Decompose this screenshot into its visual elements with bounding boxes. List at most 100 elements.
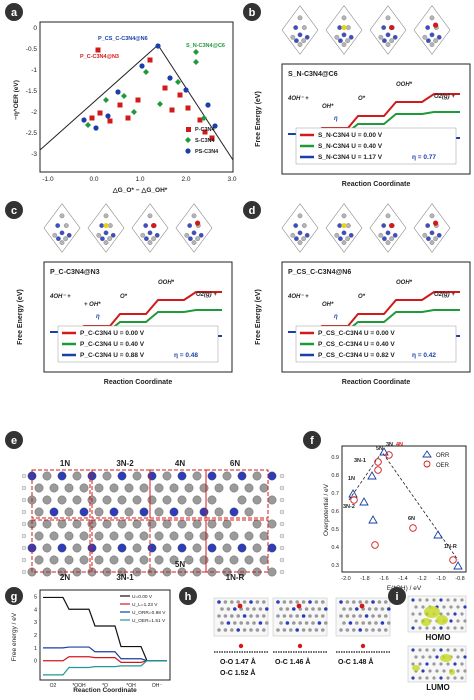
- panel-e-site-6n: 6N: [230, 459, 240, 468]
- panel-h-n-atom: [258, 621, 263, 625]
- panel-a-point-s: [175, 79, 181, 85]
- panel-h-c-atom: [321, 628, 325, 632]
- panel-h-n-atom: [355, 607, 359, 611]
- panel-h-oxygen-atom: [237, 603, 243, 609]
- panel-e-badge: [5, 431, 23, 449]
- panel-a-point-ps: [93, 125, 99, 131]
- panel-h-n-atom: [308, 600, 312, 604]
- panel-e-h-atom: [279, 497, 285, 503]
- panel-e-n-atom: [267, 471, 277, 481]
- panel-c-structure-atom: [63, 236, 68, 242]
- panel-h-c-atom: [223, 614, 228, 618]
- panel-h-c-atom: [358, 600, 363, 604]
- panel-c-structure-atom: [103, 240, 109, 245]
- panel-i-atom: [453, 676, 457, 680]
- panel-e-c-atom: [207, 519, 217, 529]
- panel-a-point-s: [157, 101, 163, 107]
- panel-f-ylabel: Overpotential / eV: [323, 483, 330, 536]
- panel-a-point-ps: [115, 89, 121, 95]
- panel-a-point-ps: [167, 75, 173, 81]
- panel-e-c-atom: [192, 519, 202, 529]
- panel-a-point-s: [103, 97, 109, 103]
- panel-a-point-p: [209, 135, 215, 141]
- panel-h-c-atom: [304, 607, 309, 611]
- panel-e-c-atom: [34, 483, 44, 493]
- panel-g-series-line: [43, 596, 167, 662]
- panel-h-n-atom: [317, 621, 322, 625]
- panel-d-structure-atom: [338, 236, 343, 242]
- panel-e-n-atom: [207, 543, 217, 553]
- panel-e-c-atom: [102, 495, 112, 505]
- panel-e-c-atom: [259, 555, 269, 565]
- panel-i-atom: [411, 612, 415, 616]
- panel-e-h-atom: [21, 545, 27, 551]
- panel-e-c-atom: [252, 519, 262, 529]
- panel-h-c-atom: [217, 628, 221, 632]
- panel-d-structure-atom: [381, 223, 387, 228]
- panel-h-n-atom: [295, 628, 300, 632]
- panel-e-c-atom: [244, 531, 254, 541]
- panel-e-c-atom: [192, 471, 202, 481]
- panel-h-c-atom: [342, 607, 346, 611]
- panel-h-c-atom: [321, 600, 325, 604]
- panel-b-structure-atom: [422, 34, 428, 40]
- panel-e-c-atom: [94, 483, 104, 493]
- panel-e-c-atom: [49, 531, 59, 541]
- panel-i-atom: [421, 669, 425, 673]
- panel-h-c-atom: [262, 614, 266, 618]
- panel-e-h-atom: [279, 569, 285, 575]
- panel-e-c-atom: [57, 519, 67, 529]
- panel-i-atom: [428, 669, 432, 673]
- panel-i-atom: [418, 676, 422, 680]
- panel-c-label: c: [11, 205, 17, 217]
- panel-f-ytick: 0.4: [331, 545, 339, 551]
- panel-e-c-atom: [199, 555, 209, 565]
- panel-d-structure-cell: [281, 203, 319, 253]
- panel-b-structure-atom: [429, 42, 435, 47]
- panel-h-c-atom: [301, 600, 306, 604]
- panel-i-atom: [414, 619, 418, 623]
- panel-f-oer-point: [385, 451, 393, 459]
- panel-a-label: a: [11, 7, 18, 19]
- panel-d-structure-atom: [297, 240, 303, 245]
- panel-e-h-atom: [279, 509, 285, 515]
- panel-i-atom: [463, 669, 467, 673]
- panel-c-axes: [43, 261, 233, 373]
- panel-e-c-atom: [139, 483, 149, 493]
- panel-i-orbital-lobe: [424, 606, 440, 618]
- panel-h-n-atom: [371, 600, 375, 604]
- panel-h-n-atom: [276, 600, 280, 604]
- panel-b-structure-atom: [385, 42, 391, 47]
- panel-f-ytick: 0.3: [331, 563, 339, 569]
- panel-i-atom: [432, 626, 436, 630]
- panel-a-xlabel: △G_O* − △G_OH*: [112, 187, 168, 194]
- panel-d-structure-atom: [392, 232, 398, 238]
- panel-e-c-atom: [72, 543, 82, 553]
- panel-e-c-atom: [222, 471, 232, 481]
- panel-h-c-atom: [233, 621, 237, 625]
- panel-e-c-atom: [42, 519, 52, 529]
- panel-i-atom: [460, 648, 464, 652]
- panel-f-ytick: 0.6: [331, 509, 339, 515]
- panel-c-species-label: O2(g) +: [196, 292, 217, 298]
- panel-b-structure-atom: [338, 38, 343, 44]
- panel-h-c-atom: [377, 628, 382, 632]
- panel-e-n-atom: [139, 507, 149, 517]
- panel-f-badge: [303, 431, 321, 449]
- panel-d-structure-atom: [429, 230, 435, 236]
- panel-h-c-atom: [252, 607, 256, 611]
- panel-e-c-atom: [184, 531, 194, 541]
- panel-d-structure-adsorbate: [341, 222, 347, 229]
- panel-h-c-atom: [255, 628, 260, 632]
- panel-c-structure-atom: [147, 230, 153, 236]
- panel-f-xtick: -1.8: [360, 576, 369, 582]
- panel-f-point-label: 4N: [396, 442, 403, 448]
- panel-i-homo: HOMO: [426, 633, 451, 642]
- panel-h-c-atom: [276, 628, 280, 632]
- panel-a-point-p: [185, 105, 191, 111]
- panel-e-c-atom: [79, 531, 89, 541]
- panel-h-c-atom: [298, 621, 303, 625]
- panel-e-c-atom: [214, 507, 224, 517]
- panel-h-label: h: [185, 591, 192, 603]
